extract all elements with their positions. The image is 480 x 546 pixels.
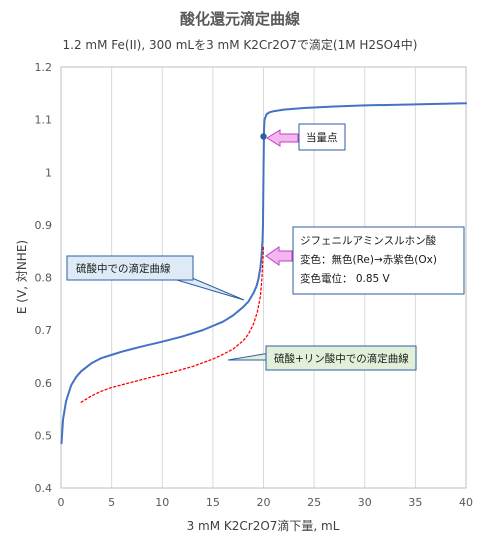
y-tick-label: 0.7 xyxy=(35,324,53,337)
chart-title: 酸化還元滴定曲線 xyxy=(180,10,300,28)
sulfuric-acid-callout-label: 硫酸中での滴定曲線 xyxy=(76,262,171,275)
x-tick-label: 10 xyxy=(155,496,169,509)
equivalence-point-box xyxy=(298,123,346,151)
points-group xyxy=(260,133,267,140)
y-axis-label: E (V, 対NHE) xyxy=(15,240,29,314)
y-tick-label: 0.8 xyxy=(35,272,53,285)
x-tick-label: 5 xyxy=(108,496,115,509)
y-tick-label: 1.1 xyxy=(35,114,53,127)
y-tick-label: 0.4 xyxy=(35,482,53,495)
chart-subtitle: 1.2 mM Fe(II), 300 mLを3 mM K2Cr2O7で滴定(1M… xyxy=(63,37,418,52)
indicator-line-1: ジフェニルアミンスルホン酸 xyxy=(300,234,437,247)
sulfuric-acid-callout-box xyxy=(66,255,194,281)
indicator-arrow xyxy=(265,246,293,266)
x-tick-label: 35 xyxy=(408,496,422,509)
series-line-1 xyxy=(60,102,467,445)
phosphoric-acid-callout-pointer xyxy=(227,352,271,361)
equivalence-point-label: 当量点 xyxy=(306,131,338,144)
x-tick-label: 30 xyxy=(358,496,372,509)
indicator-callout: ジフェニルアミンスルホン酸 変色：無色(Re)→赤紫色(Ox) 変色電位： 0.… xyxy=(265,226,465,295)
indicator-line-3: 変色電位： 0.85 V xyxy=(300,272,391,285)
phosphoric-acid-callout-label: 硫酸+リン酸中での滴定曲線 xyxy=(274,352,409,365)
series-line-2 xyxy=(80,245,265,403)
plot-area xyxy=(60,66,467,489)
x-tick-label: 25 xyxy=(307,496,321,509)
x-tick-label: 20 xyxy=(257,496,271,509)
series-group xyxy=(60,102,467,445)
x-tick-label: 15 xyxy=(206,496,220,509)
x-tick-label: 40 xyxy=(459,496,473,509)
sulfuric-acid-callout: 硫酸中での滴定曲線 xyxy=(66,255,245,301)
indicator-line-2: 変色：無色(Re)→赤紫色(Ox) xyxy=(300,253,437,266)
phosphoric-acid-callout-box xyxy=(265,345,417,371)
phosphoric-acid-callout: 硫酸+リン酸中での滴定曲線 xyxy=(227,345,417,371)
y-tick-label: 1 xyxy=(45,166,52,179)
x-tick-labels: 0 5 10 15 20 25 30 35 40 xyxy=(58,496,474,509)
equivalence-point-callout: 当量点 xyxy=(266,123,346,151)
y-tick-label: 0.5 xyxy=(35,429,53,442)
y-tick-label: 0.9 xyxy=(35,219,53,232)
equivalence-point-marker xyxy=(260,133,267,140)
x-tick-label: 0 xyxy=(58,496,65,509)
y-tick-labels: 0.4 0.5 0.6 0.7 0.8 0.9 1 1.1 1.2 xyxy=(35,61,53,495)
equivalence-point-arrow xyxy=(266,129,299,147)
y-tick-label: 1.2 xyxy=(35,61,53,74)
x-axis-label: 3 mM K2Cr2O7滴下量, mL xyxy=(187,518,340,533)
indicator-box xyxy=(292,226,465,295)
y-tick-label: 0.6 xyxy=(35,377,53,390)
